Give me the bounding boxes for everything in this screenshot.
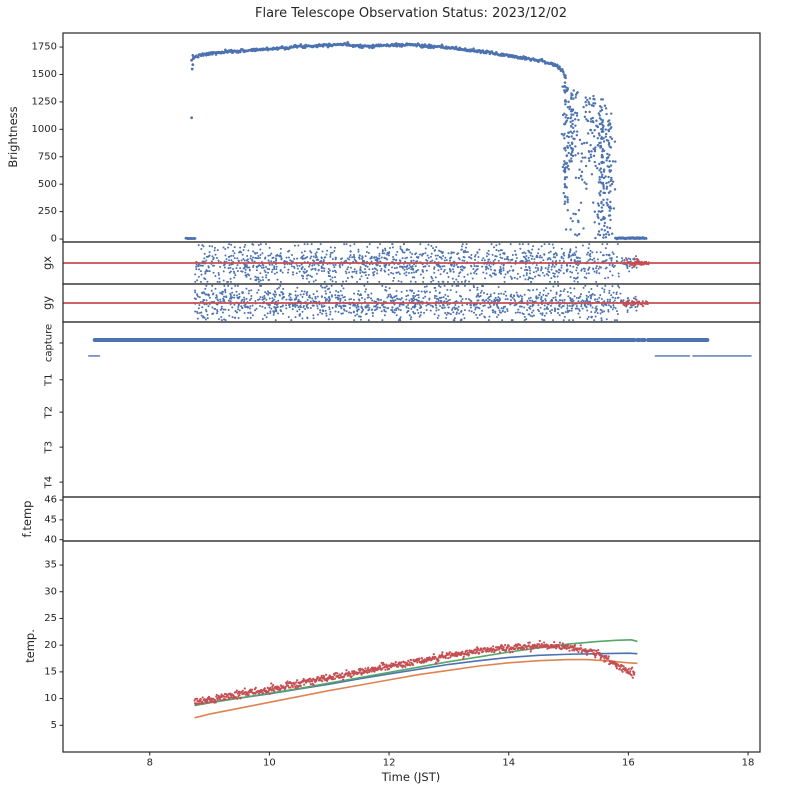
y-label-brightness: Brightness <box>6 106 20 168</box>
y-label-temp: temp. <box>23 629 37 663</box>
chart-title: Flare Telescope Observation Status: 2023… <box>255 6 567 21</box>
x-axis-label: Time (JST) <box>381 770 441 784</box>
y-label-gx: gx <box>40 255 54 271</box>
y-label-ftemp: f.temp <box>20 500 34 538</box>
y-label-gy: gy <box>40 295 54 311</box>
